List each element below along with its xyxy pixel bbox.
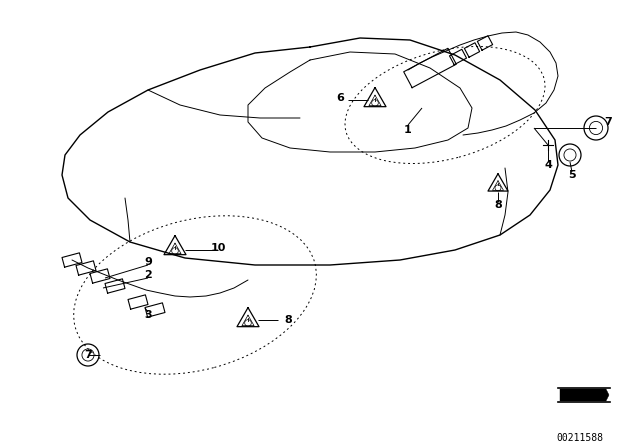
Text: 00211588: 00211588: [557, 433, 604, 443]
Text: 8: 8: [284, 315, 292, 325]
Text: 7: 7: [604, 117, 612, 127]
Text: 1: 1: [404, 125, 412, 135]
Text: 2: 2: [144, 270, 152, 280]
Text: 4: 4: [544, 160, 552, 170]
Text: 6: 6: [336, 93, 344, 103]
Text: 8: 8: [494, 200, 502, 210]
Text: 3: 3: [144, 310, 152, 320]
Text: 10: 10: [211, 243, 226, 253]
Polygon shape: [560, 389, 609, 401]
Text: 7: 7: [84, 350, 92, 360]
Text: 5: 5: [568, 170, 576, 180]
Text: 9: 9: [144, 257, 152, 267]
